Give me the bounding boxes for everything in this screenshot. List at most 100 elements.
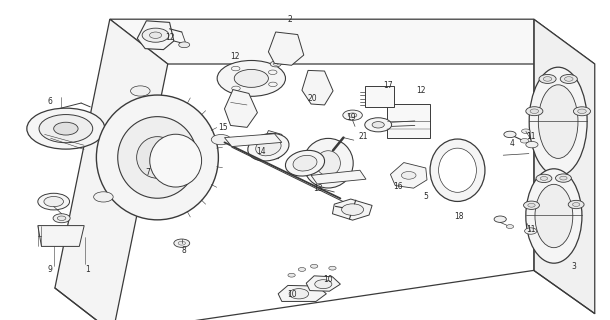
Circle shape bbox=[569, 200, 584, 209]
Circle shape bbox=[348, 113, 357, 117]
Circle shape bbox=[520, 139, 529, 143]
Circle shape bbox=[522, 129, 530, 133]
Ellipse shape bbox=[303, 139, 353, 188]
Circle shape bbox=[289, 289, 309, 299]
Polygon shape bbox=[38, 226, 84, 246]
Circle shape bbox=[343, 110, 362, 120]
Circle shape bbox=[401, 172, 416, 179]
Circle shape bbox=[217, 60, 285, 96]
Circle shape bbox=[365, 118, 392, 132]
Circle shape bbox=[525, 228, 537, 234]
Circle shape bbox=[315, 280, 332, 289]
Circle shape bbox=[38, 193, 70, 210]
Text: 4: 4 bbox=[510, 139, 515, 148]
Circle shape bbox=[372, 122, 384, 128]
Polygon shape bbox=[268, 32, 304, 65]
Text: 18: 18 bbox=[454, 212, 464, 221]
Circle shape bbox=[57, 216, 66, 220]
Ellipse shape bbox=[439, 148, 476, 192]
Ellipse shape bbox=[293, 156, 317, 171]
Circle shape bbox=[270, 61, 281, 67]
Circle shape bbox=[560, 176, 567, 180]
Circle shape bbox=[342, 204, 364, 215]
Ellipse shape bbox=[150, 134, 201, 187]
Text: 16: 16 bbox=[393, 182, 403, 191]
Circle shape bbox=[142, 28, 169, 42]
Polygon shape bbox=[332, 199, 372, 220]
Circle shape bbox=[528, 203, 535, 207]
Text: 3: 3 bbox=[571, 262, 576, 271]
Text: 12: 12 bbox=[230, 52, 240, 60]
Circle shape bbox=[179, 42, 190, 48]
Text: 12: 12 bbox=[416, 86, 426, 95]
Circle shape bbox=[526, 107, 543, 116]
Text: 12: 12 bbox=[165, 33, 174, 42]
Text: 19: 19 bbox=[346, 113, 356, 122]
Ellipse shape bbox=[248, 133, 289, 161]
Ellipse shape bbox=[316, 151, 340, 176]
Polygon shape bbox=[110, 19, 595, 64]
Polygon shape bbox=[137, 21, 174, 50]
Circle shape bbox=[573, 107, 590, 116]
Circle shape bbox=[54, 122, 78, 135]
Ellipse shape bbox=[137, 137, 178, 178]
Circle shape bbox=[564, 77, 573, 81]
Circle shape bbox=[523, 201, 539, 209]
Text: 17: 17 bbox=[383, 81, 393, 90]
Circle shape bbox=[53, 214, 70, 223]
Text: 8: 8 bbox=[182, 246, 187, 255]
Text: 6: 6 bbox=[48, 97, 52, 106]
Circle shape bbox=[556, 174, 572, 182]
Circle shape bbox=[27, 108, 105, 149]
Polygon shape bbox=[390, 163, 427, 188]
Circle shape bbox=[234, 69, 268, 87]
Circle shape bbox=[127, 134, 132, 136]
Text: 14: 14 bbox=[256, 147, 266, 156]
Circle shape bbox=[94, 192, 113, 202]
Circle shape bbox=[131, 86, 150, 96]
Circle shape bbox=[310, 264, 318, 268]
Circle shape bbox=[174, 239, 190, 247]
Ellipse shape bbox=[118, 117, 197, 198]
Ellipse shape bbox=[285, 150, 325, 176]
Circle shape bbox=[329, 266, 336, 270]
Text: 7: 7 bbox=[145, 168, 150, 177]
Polygon shape bbox=[534, 19, 595, 314]
Ellipse shape bbox=[538, 85, 578, 158]
Circle shape bbox=[178, 241, 185, 245]
Circle shape bbox=[573, 203, 580, 206]
Ellipse shape bbox=[430, 139, 485, 202]
Circle shape bbox=[44, 196, 63, 207]
Polygon shape bbox=[224, 134, 282, 147]
Text: 1: 1 bbox=[85, 265, 90, 274]
Text: 20: 20 bbox=[307, 94, 317, 103]
Circle shape bbox=[544, 77, 552, 81]
FancyBboxPatch shape bbox=[387, 104, 430, 138]
Circle shape bbox=[298, 268, 306, 271]
Circle shape bbox=[288, 273, 295, 277]
Circle shape bbox=[211, 134, 231, 145]
Circle shape bbox=[125, 120, 135, 125]
Circle shape bbox=[504, 131, 516, 138]
Polygon shape bbox=[278, 285, 326, 301]
Text: 5: 5 bbox=[423, 192, 428, 201]
Text: 11: 11 bbox=[526, 225, 536, 234]
Ellipse shape bbox=[526, 169, 582, 263]
Text: 15: 15 bbox=[218, 123, 228, 132]
Circle shape bbox=[540, 177, 548, 180]
Circle shape bbox=[149, 32, 162, 38]
Text: 2: 2 bbox=[287, 15, 292, 24]
Polygon shape bbox=[302, 70, 333, 105]
Text: 9: 9 bbox=[48, 265, 52, 274]
Circle shape bbox=[506, 225, 514, 228]
Polygon shape bbox=[55, 19, 168, 320]
Polygon shape bbox=[306, 276, 340, 291]
FancyBboxPatch shape bbox=[365, 86, 394, 107]
Circle shape bbox=[494, 216, 506, 222]
Circle shape bbox=[526, 141, 538, 148]
Text: 10: 10 bbox=[287, 290, 296, 299]
Text: 11: 11 bbox=[526, 132, 536, 141]
Circle shape bbox=[39, 115, 93, 143]
Ellipse shape bbox=[96, 95, 218, 220]
Text: 10: 10 bbox=[323, 275, 333, 284]
